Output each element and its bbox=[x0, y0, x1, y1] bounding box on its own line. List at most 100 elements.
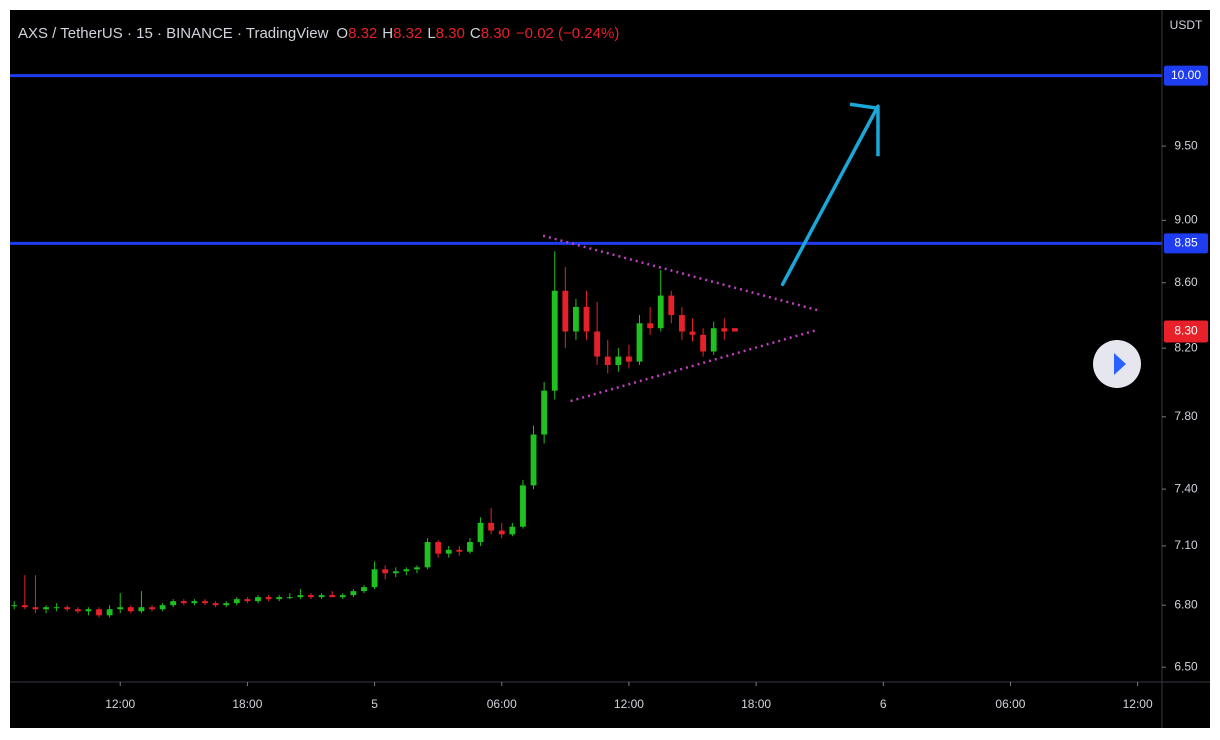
candle-body bbox=[202, 601, 208, 604]
candle-body bbox=[509, 526, 516, 535]
candle-body bbox=[117, 607, 124, 610]
candle-body bbox=[85, 609, 92, 612]
candle-body bbox=[191, 601, 198, 604]
candle-body bbox=[138, 607, 145, 612]
x-tick-label: 18:00 bbox=[232, 697, 262, 711]
candle-body bbox=[710, 328, 717, 352]
y-tick-label: 7.40 bbox=[1174, 481, 1198, 495]
x-tick-label: 06:00 bbox=[995, 697, 1025, 711]
candle-body bbox=[520, 485, 526, 527]
candle-body bbox=[149, 607, 155, 610]
candle-body bbox=[498, 530, 505, 535]
ohlc-label: O bbox=[336, 25, 348, 42]
candle-body bbox=[339, 595, 346, 598]
x-tick-label: 5 bbox=[371, 697, 378, 711]
x-tick-label: 12:00 bbox=[1123, 697, 1153, 711]
x-tick-label: 06:00 bbox=[487, 697, 517, 711]
ohlc-value: 8.32 bbox=[348, 25, 377, 42]
candle-body bbox=[657, 295, 664, 329]
candle-body bbox=[700, 334, 707, 352]
candle-body bbox=[318, 595, 325, 598]
ohlc-value: 8.32 bbox=[393, 25, 422, 42]
level-label: 8.85 bbox=[1174, 236, 1198, 250]
candle-body bbox=[212, 603, 219, 606]
candle-body bbox=[414, 567, 420, 570]
candle-body bbox=[583, 306, 590, 332]
x-tick-label: 12:00 bbox=[105, 697, 135, 711]
candle-body bbox=[223, 603, 230, 606]
candle-body bbox=[74, 609, 81, 612]
candle-body bbox=[106, 609, 113, 616]
candle-body bbox=[170, 601, 177, 606]
y-tick-label: 7.10 bbox=[1174, 538, 1198, 552]
plot bbox=[10, 74, 1162, 618]
candle-body bbox=[276, 597, 283, 600]
y-tick-label: 8.20 bbox=[1174, 340, 1198, 354]
last-price-label: 8.30 bbox=[1174, 324, 1198, 338]
candle-body bbox=[361, 587, 367, 592]
level-label-box bbox=[1164, 233, 1208, 254]
candle-body bbox=[541, 390, 548, 435]
play-icon bbox=[1114, 353, 1126, 375]
candle-body bbox=[435, 542, 442, 554]
candle-body bbox=[329, 595, 336, 598]
play-button[interactable] bbox=[1093, 340, 1141, 388]
x-tick-label: 18:00 bbox=[741, 697, 771, 711]
candle-body bbox=[297, 595, 304, 598]
candle-body bbox=[96, 609, 102, 616]
level-label-box bbox=[1164, 65, 1208, 86]
candle-body bbox=[615, 356, 622, 365]
y-tick-label: 9.00 bbox=[1174, 213, 1198, 227]
candle-body bbox=[159, 605, 166, 610]
candle-body bbox=[233, 599, 240, 604]
y-tick-label: 8.60 bbox=[1174, 275, 1198, 289]
candle-body bbox=[636, 323, 643, 362]
candle-body bbox=[127, 607, 134, 612]
candle-body bbox=[265, 597, 272, 600]
candle-body bbox=[32, 607, 39, 610]
candle-body bbox=[244, 599, 251, 602]
candle-body bbox=[445, 549, 452, 554]
header-title: AXS / TetherUS · 15 · BINANCE · TradingV… bbox=[18, 25, 329, 42]
ohlc-value: 8.30 bbox=[481, 25, 510, 42]
candle-body bbox=[255, 597, 261, 602]
candle-body bbox=[562, 290, 569, 332]
chart-background bbox=[10, 10, 1210, 728]
candle-body bbox=[64, 607, 71, 610]
candle-body bbox=[731, 328, 738, 332]
candle-body bbox=[721, 328, 728, 332]
candle-body bbox=[43, 607, 49, 610]
candle-body bbox=[668, 295, 675, 316]
candle-body bbox=[286, 597, 293, 599]
y-tick-label: 9.50 bbox=[1174, 138, 1198, 152]
candle-body bbox=[626, 356, 632, 362]
trendline bbox=[570, 328, 818, 403]
ohlc-label: H bbox=[382, 25, 393, 42]
level-label: 10.00 bbox=[1171, 68, 1201, 82]
candle-body bbox=[308, 595, 314, 598]
change-value: −0.02 (−0.24%) bbox=[516, 25, 619, 42]
candle-body bbox=[647, 323, 654, 329]
ohlc-value: 8.30 bbox=[436, 25, 465, 42]
y-tick-label: 6.80 bbox=[1174, 597, 1198, 611]
candle-body bbox=[403, 569, 410, 572]
candle-body bbox=[573, 306, 579, 332]
ohlc-label: L bbox=[427, 25, 435, 42]
candle-body bbox=[180, 601, 187, 604]
candle-body bbox=[594, 331, 601, 357]
candle-body bbox=[689, 331, 696, 335]
candle-body bbox=[392, 571, 399, 574]
currency-label: USDT bbox=[1170, 18, 1203, 32]
candle-body bbox=[21, 605, 28, 608]
candle-body bbox=[371, 569, 378, 588]
y-tick-label: 7.80 bbox=[1174, 409, 1198, 423]
candle-body bbox=[456, 549, 463, 552]
arrow-shaft bbox=[780, 104, 880, 287]
ohlc-label: C bbox=[470, 25, 481, 42]
candle-body bbox=[604, 356, 611, 365]
candle-body bbox=[53, 607, 60, 609]
candle-body bbox=[467, 542, 473, 552]
last-price-box bbox=[1164, 320, 1208, 343]
arrow-head bbox=[849, 102, 880, 157]
